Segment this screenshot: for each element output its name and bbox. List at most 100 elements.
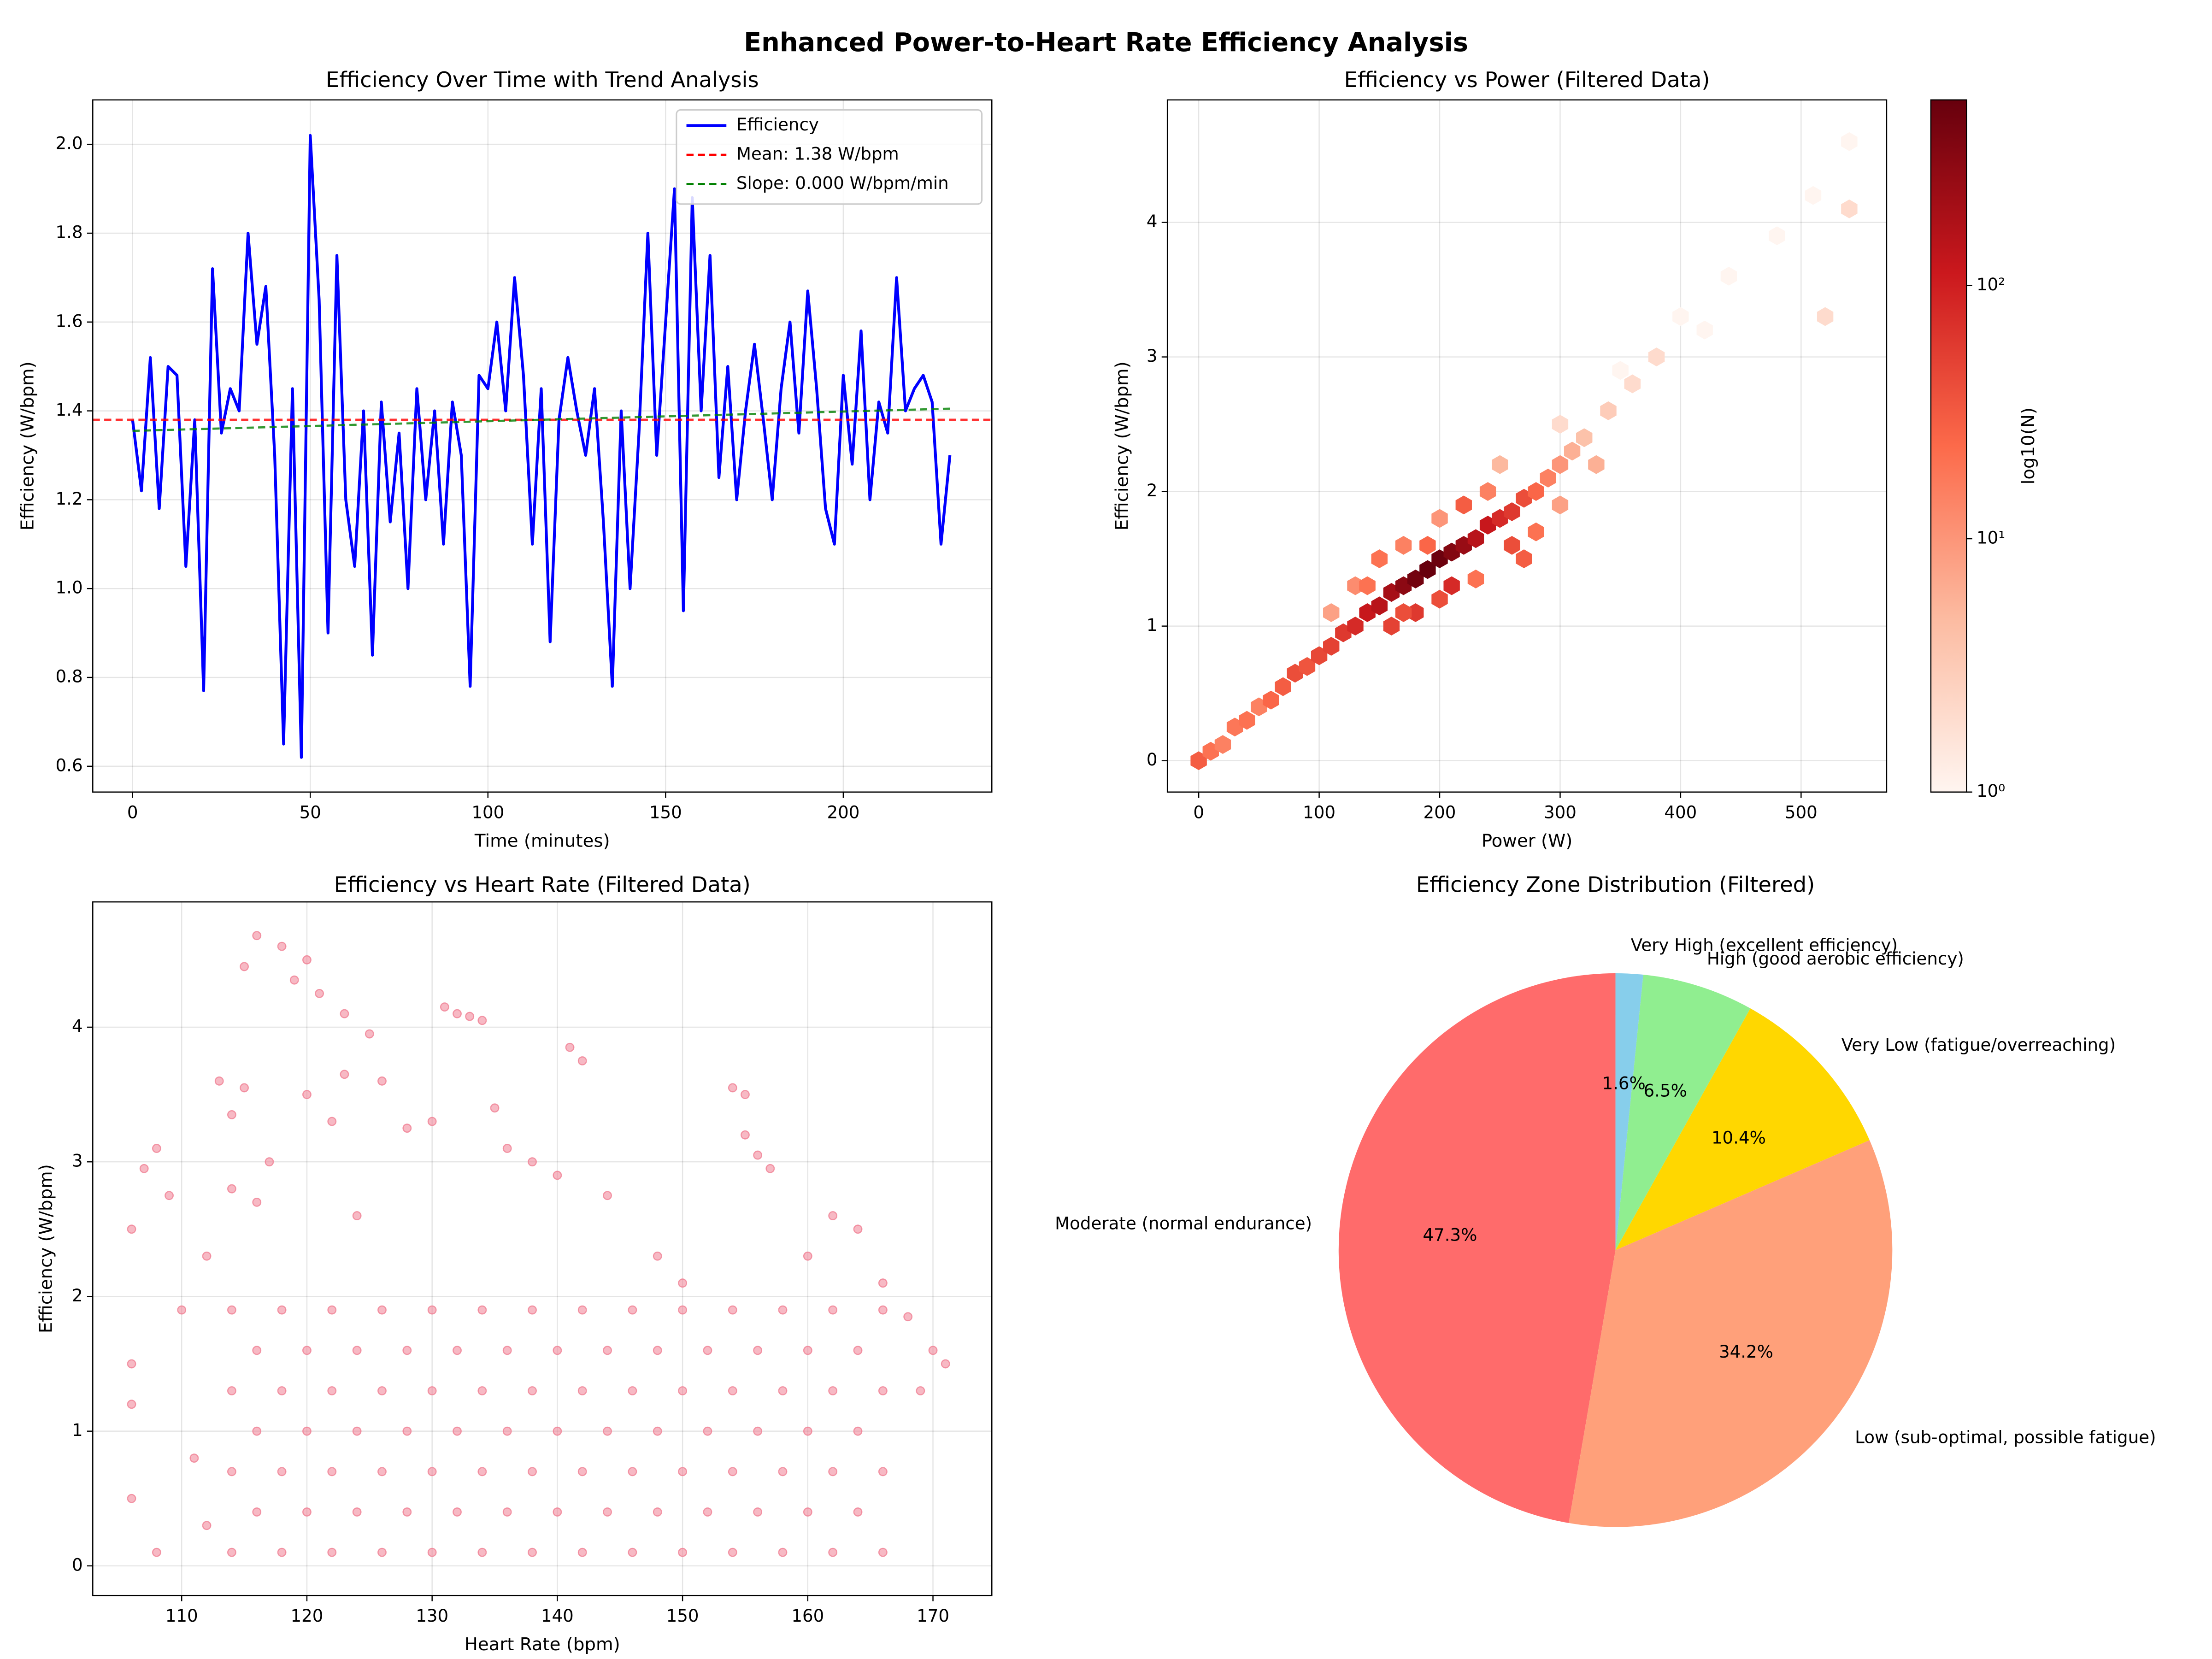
legend-box [676,109,983,205]
scatter-point [327,1117,337,1126]
scatter-point [327,1305,337,1315]
scatter-point [427,1117,437,1126]
y-tick-label: 1 [1147,615,1158,635]
scatter-point [577,1547,587,1557]
x-axis-label: Heart Rate (bpm) [465,1634,620,1655]
scatter-point [252,931,262,941]
x-tick-label: 150 [666,1606,699,1626]
hex-cell [1588,455,1605,474]
pie-value-label: 1.6% [1602,1073,1645,1093]
x-tick-label: 0 [127,803,138,823]
hex-cell [1576,428,1593,447]
figure-title: Enhanced Power-to-Heart Rate Efficiency … [744,28,1468,58]
scatter-point [453,1346,462,1355]
x-tick-label: 160 [791,1606,824,1626]
x-tick-label: 110 [165,1606,198,1626]
hex-cell [1395,603,1412,622]
scatter-point [603,1191,612,1200]
x-axis-label: Power (W) [1482,831,1573,852]
y-tick-label: 4 [1147,212,1158,231]
pie-slice [1615,973,1643,1250]
x-tick-label: 150 [649,803,682,823]
hex-cell [1600,401,1617,420]
x-tick-label: 50 [300,803,321,823]
scatter-point [603,1346,612,1355]
scatter-point [127,1494,136,1503]
pie-value-label: 34.2% [1719,1342,1773,1362]
scatter-point [214,1076,224,1086]
scatter-point [678,1467,688,1477]
subplot-title: Efficiency vs Heart Rate (Filtered Data) [334,872,751,897]
scatter-point [165,1191,174,1200]
x-tick-label: 300 [1544,803,1577,823]
pie-label: Moderate (normal endurance) [1055,1213,1312,1233]
y-tick-label: 2.0 [56,134,83,153]
colorbar-tick-label: 10² [1977,275,2005,294]
hex-cell [1528,522,1544,541]
scatter-point [903,1312,913,1322]
x-tick-label: 500 [1785,803,1818,823]
pie-label: Low (sub-optimal, possible fatigue) [1855,1428,2156,1447]
hex-cell [1504,502,1520,521]
scatter-point [553,1426,562,1436]
hex-cell [1769,226,1785,246]
pie-label: Very Low (fatigue/overreaching) [1841,1035,2116,1055]
colorbar [1930,99,1967,793]
hex-cell [1431,589,1448,609]
scatter-point [577,1386,587,1395]
hex-cell [1467,569,1484,588]
scatter-point [440,1002,449,1012]
scatter-point [878,1305,888,1315]
scatter-point [502,1426,512,1436]
scatter-point [828,1467,838,1477]
scatter-point [340,1070,349,1079]
scatter-point [302,1426,312,1436]
scatter-point [878,1467,888,1477]
scatter-point [728,1305,737,1315]
scatter-point [277,1305,287,1315]
scatter-point [477,1467,487,1477]
y-axis-label: Efficiency (W/bpm) [36,1164,57,1333]
y-tick-label: 0 [1147,750,1158,770]
scatter-point [853,1224,863,1234]
scatter-point [628,1547,637,1557]
scatter-point [728,1547,737,1557]
scatter-point [778,1305,788,1315]
scatter-point [302,1507,312,1517]
hex-cell [1516,549,1532,569]
hex-cell [1624,374,1641,394]
scatter-point [377,1547,387,1557]
scatter-point [227,1110,236,1119]
scatter-point [152,1547,161,1557]
hex-cell [1371,549,1388,569]
scatter-point [377,1076,387,1086]
hex-cell [1455,495,1472,515]
scatter-point [352,1211,362,1220]
scatter-point [453,1009,462,1018]
y-tick-label: 0 [72,1555,83,1575]
scatter-point [177,1305,187,1315]
scatter-point [252,1346,262,1355]
scatter-point [352,1426,362,1436]
scatter-point [678,1305,688,1315]
scatter-point [502,1346,512,1355]
scatter-point [765,1164,775,1173]
scatter-point [703,1507,712,1517]
scatter-point [365,1029,374,1039]
scatter-point [477,1547,487,1557]
scatter-point [628,1305,637,1315]
colorbar-tick-label: 10¹ [1977,528,2005,548]
scatter-point [916,1386,925,1395]
scatter-point [240,1083,249,1093]
colorbar-label: log10(N) [2018,407,2039,484]
y-tick-label: 1.2 [56,489,83,509]
scatter-point [628,1467,637,1477]
scatter-point [277,1467,287,1477]
scatter-point [477,1386,487,1395]
hex-cell [1263,690,1279,710]
hex-cell [1672,307,1689,326]
scatter-point [402,1346,412,1355]
scatter-point [528,1547,537,1557]
hex-cell [1299,657,1316,676]
hex-cell [1564,441,1581,461]
